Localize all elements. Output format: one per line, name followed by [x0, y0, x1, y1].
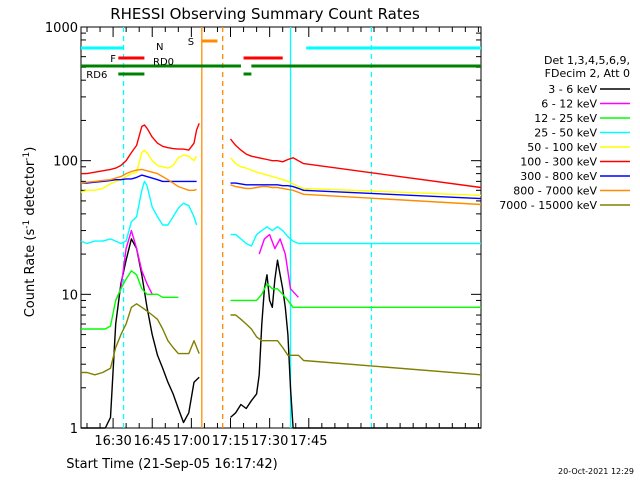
legend-entry-label: 12 - 25 keV: [534, 112, 597, 125]
x-axis-label: Start Time (21-Sep-05 16:17:42): [66, 457, 277, 472]
series-layer: [80, 123, 482, 429]
y-tick-label: 1000: [45, 21, 78, 36]
legend-header-line: FDecim 2, Att 0: [545, 67, 630, 80]
plot-frame: [80, 26, 482, 429]
y-axis-label-part: Count Rate (s: [23, 229, 38, 318]
y-tick-label: 1: [70, 422, 78, 437]
legend-header-line: Det 1,3,4,5,6,9,: [544, 54, 630, 67]
series-line: [80, 180, 481, 247]
y-axis-label-part2: detector: [23, 160, 38, 220]
state-bar-label: RD0: [153, 57, 174, 68]
series-line: [80, 168, 482, 206]
state-bar-label: S: [188, 37, 194, 48]
footer-timestamp: 20-Oct-2021 12:29: [558, 467, 634, 476]
series-line: [80, 149, 482, 197]
legend-entry-label: 300 - 800 keV: [520, 170, 597, 183]
legend-entry-label: 3 - 6 keV: [548, 83, 597, 96]
series-line: [81, 238, 481, 429]
state-bar-label: F: [110, 54, 116, 65]
legend-entry-label: 7000 - 15000 keV: [499, 199, 597, 212]
axes-layer: 1 10 100 1000 16:30 16:45 17:00 17:15 17:30 17:45: [45, 21, 482, 449]
series-line: [81, 270, 481, 330]
legend-entry-label: 25 - 50 keV: [534, 127, 597, 140]
x-tick-label: 17:30: [251, 434, 288, 449]
y-axis-label-sup: -1: [22, 220, 32, 229]
legend-entry-label: 6 - 12 keV: [541, 98, 597, 111]
series-line: [81, 303, 482, 376]
series-line: [81, 123, 482, 189]
y-tick-label: 10: [61, 288, 78, 303]
x-tick-label: 17:45: [290, 434, 327, 449]
y-axis-label-sup2: -1: [22, 152, 32, 161]
series-line: [115, 229, 299, 301]
state-bars-layer: N F S RD0 RD6: [81, 37, 481, 81]
x-tick-label: 16:45: [133, 434, 170, 449]
x-tick-label: 17:00: [173, 434, 210, 449]
state-bar-label: RD6: [86, 70, 107, 81]
legend: Det 1,3,4,5,6,9,FDecim 2, Att 0 3 - 6 keV…: [499, 54, 630, 212]
y-axis-label: Count Rate (s-1 detector-1): [22, 147, 38, 318]
x-tick-label: 17:15: [212, 434, 249, 449]
state-bar-label: N: [156, 42, 163, 53]
legend-entry-label: 100 - 300 keV: [520, 156, 597, 169]
legend-entry-label: 50 - 100 keV: [527, 141, 597, 154]
vertical-lines-layer: [122, 27, 373, 428]
y-axis-label-close: ): [23, 147, 38, 152]
legend-entry-label: 800 - 7000 keV: [513, 185, 597, 198]
series-line: [81, 174, 482, 200]
y-tick-label: 100: [53, 155, 78, 170]
chart-title: RHESSI Observing Summary Count Rates: [110, 5, 420, 23]
x-tick-label: 16:30: [94, 434, 131, 449]
